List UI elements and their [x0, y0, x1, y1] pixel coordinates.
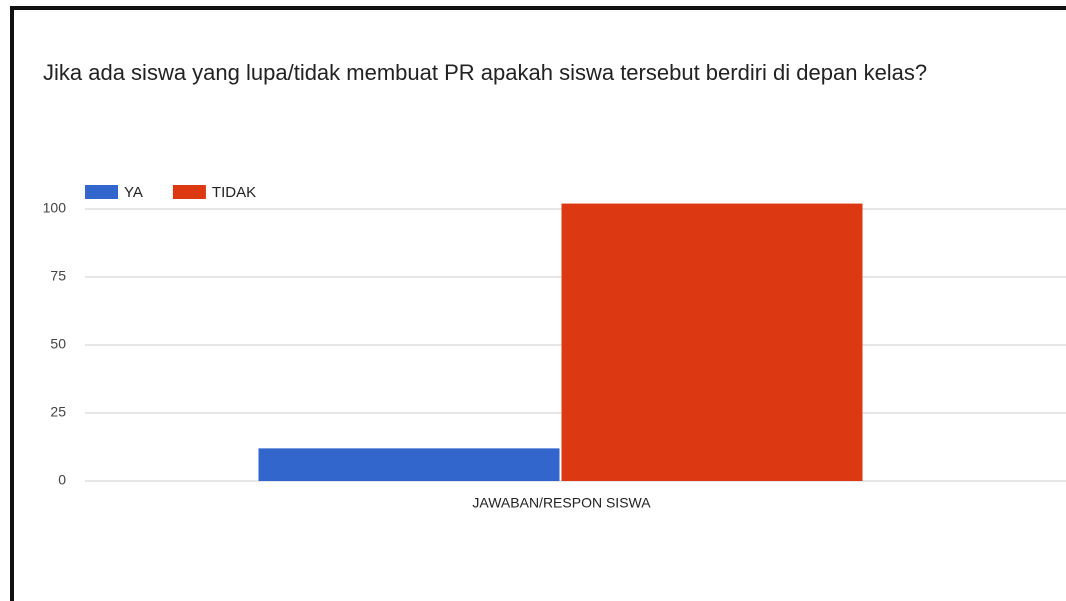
- y-tick-label: 50: [50, 336, 66, 352]
- y-tick-label: 0: [58, 472, 66, 488]
- legend-swatch: [85, 185, 118, 199]
- y-tick-label: 25: [50, 404, 66, 420]
- chart-title: Jika ada siswa yang lupa/tidak membuat P…: [43, 60, 927, 85]
- legend-swatch: [172, 185, 206, 199]
- legend-label: TIDAK: [212, 184, 256, 201]
- x-tick-label: JAWABAN/RESPON SISWA: [472, 495, 651, 511]
- bar: [561, 203, 863, 481]
- legend-label: YA: [124, 184, 143, 201]
- y-tick-label: 100: [43, 200, 67, 216]
- bar: [258, 448, 560, 481]
- y-tick-label: 75: [50, 268, 66, 284]
